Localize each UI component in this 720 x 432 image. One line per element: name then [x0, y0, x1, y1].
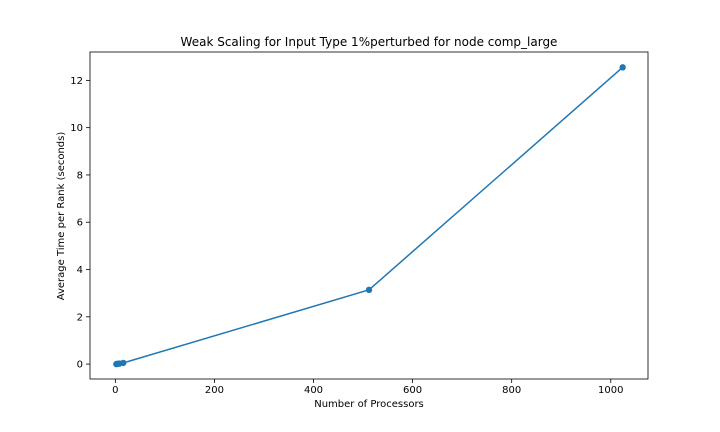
y-tick-label: 0: [77, 360, 83, 371]
x-axis-label: Number of Processors: [314, 399, 424, 410]
y-tick-label: 2: [77, 312, 83, 323]
plot-area: 0 200 400 600 800 1000 0 2 4 6 8 10 12: [70, 51, 649, 396]
x-tick-label: 1000: [598, 385, 623, 396]
y-tick-label: 4: [77, 265, 83, 276]
y-tick-label: 12: [70, 76, 83, 87]
y-axis-label: Average Time per Rank (seconds): [56, 132, 67, 301]
x-tick-label: 0: [112, 385, 118, 396]
x-tick-label: 600: [403, 385, 422, 396]
axes-frame: [89, 51, 649, 380]
y-tick-label: 10: [70, 123, 83, 134]
data-point: [365, 286, 373, 294]
y-tick-label: 8: [77, 170, 83, 181]
y-tick-label: 6: [77, 218, 83, 229]
x-tick-label: 800: [502, 385, 521, 396]
chart-title: Weak Scaling for Input Type 1%perturbed …: [181, 35, 558, 49]
x-tick-label: 200: [205, 385, 224, 396]
x-tick-label: 400: [304, 385, 323, 396]
data-point: [619, 64, 626, 71]
data-point: [120, 359, 127, 367]
